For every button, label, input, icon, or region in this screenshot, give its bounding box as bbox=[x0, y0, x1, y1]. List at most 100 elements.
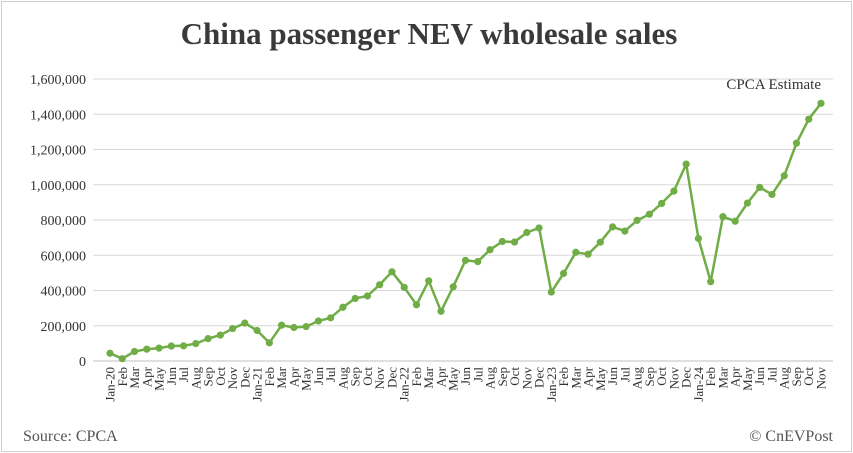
x-tick-label: Mar bbox=[274, 366, 289, 388]
x-tick-label: Jan-22 bbox=[397, 367, 412, 402]
y-tick-label: 400,000 bbox=[41, 285, 87, 300]
x-tick-label: Feb bbox=[115, 367, 130, 387]
data-point bbox=[290, 323, 298, 332]
x-tick-label: Aug bbox=[777, 367, 792, 390]
x-tick-label: Oct bbox=[507, 367, 522, 386]
data-point bbox=[363, 292, 372, 300]
data-point bbox=[204, 335, 212, 343]
data-point bbox=[719, 213, 727, 221]
data-point bbox=[743, 199, 752, 207]
data-point bbox=[143, 345, 151, 353]
data-point bbox=[388, 268, 396, 276]
data-point bbox=[596, 238, 604, 246]
x-tick-label: Sep bbox=[495, 367, 510, 387]
x-tick-label: Dec bbox=[384, 367, 399, 388]
y-tick-label: 200,000 bbox=[41, 320, 87, 335]
x-tick-label: Mar bbox=[715, 366, 730, 388]
x-tick-label: Nov bbox=[519, 367, 534, 390]
x-tick-label: Jun bbox=[311, 367, 326, 386]
y-tick-label: 1,000,000 bbox=[30, 179, 86, 194]
data-point bbox=[425, 277, 433, 285]
data-point bbox=[707, 278, 715, 286]
x-tick-label: Mar bbox=[127, 366, 142, 388]
source-label: Source: CPCA bbox=[23, 428, 118, 445]
chart-title: China passenger NEV wholesale sales bbox=[181, 16, 678, 51]
data-point bbox=[523, 228, 531, 237]
data-point bbox=[768, 190, 776, 199]
x-tick-label: Oct bbox=[654, 367, 669, 386]
data-point bbox=[130, 347, 139, 356]
x-tick-label: May bbox=[446, 367, 461, 391]
y-tick-label: 600,000 bbox=[41, 249, 87, 264]
data-point bbox=[780, 172, 788, 180]
x-tick-label: Aug bbox=[483, 367, 498, 390]
x-tick-label: Apr bbox=[433, 366, 448, 387]
x-tick-label: Aug bbox=[335, 367, 350, 390]
credit-label: © CnEVPost bbox=[749, 428, 833, 445]
x-tick-label: Jan-24 bbox=[691, 367, 706, 402]
x-tick-label: Dec bbox=[237, 367, 252, 388]
x-tick-label: Feb bbox=[409, 367, 424, 387]
data-point bbox=[376, 281, 384, 289]
data-point bbox=[486, 246, 494, 254]
x-tick-label: Jul bbox=[764, 367, 779, 383]
data-point bbox=[817, 99, 825, 107]
data-point bbox=[437, 307, 445, 315]
x-tick-label: Apr bbox=[286, 366, 301, 387]
data-point bbox=[756, 183, 764, 191]
data-point bbox=[412, 301, 421, 309]
data-point bbox=[179, 342, 188, 350]
x-tick-label: Apr bbox=[728, 366, 743, 387]
data-point bbox=[792, 139, 801, 147]
x-tick-label: Nov bbox=[666, 367, 681, 390]
x-tick-label: May bbox=[740, 367, 755, 391]
data-point bbox=[633, 216, 641, 224]
x-tick-label: Jul bbox=[617, 367, 632, 383]
data-point bbox=[584, 250, 592, 258]
data-point bbox=[314, 317, 322, 325]
data-point bbox=[609, 223, 617, 231]
data-point bbox=[572, 248, 580, 256]
x-tick-label: Apr bbox=[139, 366, 154, 387]
x-tick-label: Mar bbox=[421, 366, 436, 388]
data-point bbox=[241, 319, 249, 327]
annotation-cpca-estimate: CPCA Estimate bbox=[726, 77, 821, 93]
x-tick-label: Mar bbox=[568, 366, 583, 388]
data-point bbox=[694, 234, 703, 243]
x-tick-label: Feb bbox=[556, 367, 571, 387]
x-tick-label: Sep bbox=[642, 367, 657, 387]
data-point bbox=[731, 217, 739, 225]
x-tick-label: Sep bbox=[201, 367, 216, 387]
x-axis: Jan-20FebMarAprMayJunJulAugSepOctNovDecJ… bbox=[103, 366, 829, 401]
x-tick-label: Dec bbox=[679, 367, 694, 388]
data-point bbox=[449, 283, 457, 291]
data-point bbox=[327, 314, 335, 322]
x-tick-label: Jan-21 bbox=[250, 367, 265, 402]
data-point bbox=[535, 224, 543, 232]
data-point bbox=[474, 257, 482, 266]
data-point bbox=[498, 237, 506, 246]
data-point bbox=[265, 339, 273, 347]
data-point bbox=[658, 199, 666, 208]
x-tick-label: Jun bbox=[458, 367, 473, 386]
x-tick-label: Oct bbox=[213, 367, 228, 386]
x-tick-label: May bbox=[299, 367, 314, 391]
gridlines bbox=[93, 78, 833, 362]
y-axis: 0 200,000 400,000 600,000 800,000 1,000,000 1,… bbox=[30, 73, 86, 370]
y-tick-label: 1,400,000 bbox=[30, 108, 86, 123]
data-point bbox=[547, 288, 555, 296]
data-point bbox=[805, 115, 813, 123]
x-tick-label: Feb bbox=[703, 367, 718, 387]
x-tick-label: May bbox=[593, 367, 608, 391]
data-point bbox=[400, 283, 408, 291]
data-point bbox=[510, 238, 519, 246]
data-point bbox=[339, 303, 347, 311]
x-tick-label: Apr bbox=[581, 366, 596, 387]
x-tick-label: Feb bbox=[262, 367, 277, 387]
data-point bbox=[118, 355, 126, 363]
x-tick-label: May bbox=[152, 367, 167, 391]
data-point bbox=[253, 326, 261, 335]
series-line bbox=[106, 99, 825, 363]
data-point bbox=[228, 324, 237, 333]
